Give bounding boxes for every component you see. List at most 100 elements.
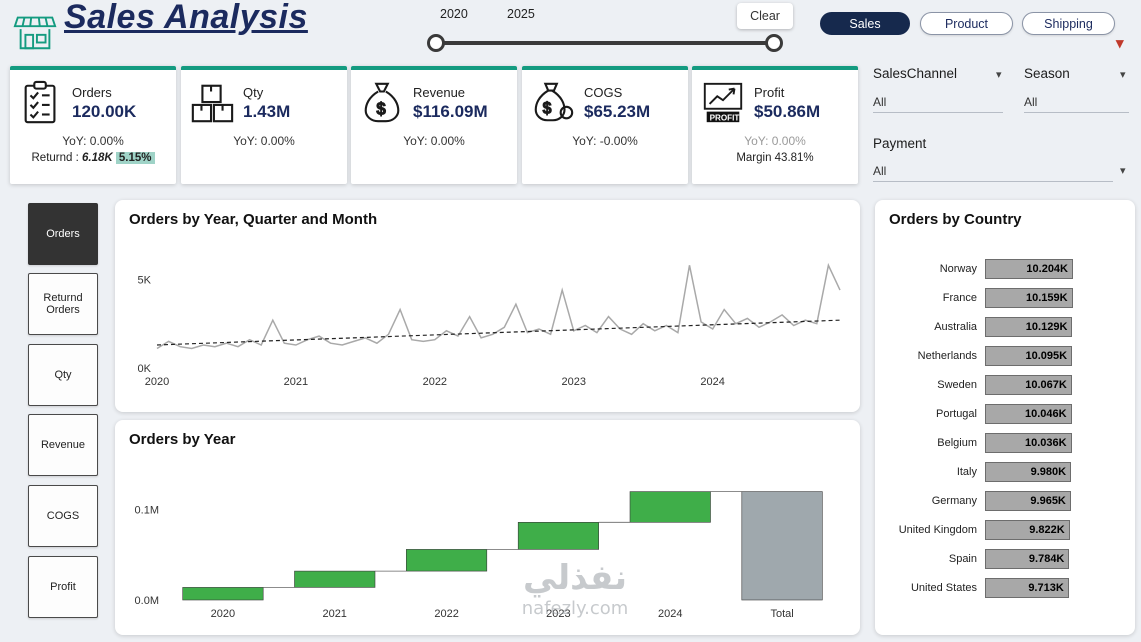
country-label: France: [942, 291, 977, 304]
kpi-yoy: YoY: -0.00%: [572, 134, 638, 148]
country-value: 9.713K: [1028, 581, 1064, 594]
tab-product[interactable]: Product: [920, 12, 1013, 35]
kpi-yoy: YoY: 0.00%: [62, 134, 124, 148]
country-row[interactable]: Norway 10.204K: [881, 254, 1129, 283]
slider-handle-right[interactable]: [765, 34, 783, 52]
country-bar[interactable]: 9.784K: [985, 548, 1070, 569]
kpi-label: Profit: [754, 84, 785, 100]
country-value: 9.965K: [1030, 494, 1066, 507]
x-axis-label: 2021: [322, 608, 346, 620]
sidebar-item-profit[interactable]: Profit: [28, 556, 98, 618]
svg-text:PROFIT: PROFIT: [710, 113, 740, 122]
country-label: Italy: [956, 465, 977, 478]
x-axis-label: 2022: [423, 376, 447, 388]
country-label: Norway: [939, 262, 977, 275]
slider-start-value[interactable]: 2020: [440, 7, 468, 21]
country-row[interactable]: Italy 9.980K: [881, 457, 1129, 486]
country-value: 9.822K: [1029, 523, 1065, 536]
kpi-value: $116.09M: [413, 101, 488, 121]
waterfall-bar-increase: [405, 549, 488, 572]
country-bar[interactable]: 9.713K: [985, 577, 1069, 598]
clipboard-check-icon: [18, 80, 64, 126]
country-label: Portugal: [936, 407, 977, 420]
kpi-card-qty: Qty 1.43M YoY: 0.00%: [181, 66, 347, 184]
country-row[interactable]: Germany 9.965K: [881, 486, 1129, 515]
country-row[interactable]: Sweden 10.067K: [881, 370, 1129, 399]
sidebar-item-qty[interactable]: Qty: [28, 344, 98, 406]
country-bar[interactable]: 10.095K: [985, 345, 1073, 366]
sidebar-item-revenue[interactable]: Revenue: [28, 414, 98, 476]
country-row[interactable]: United Kingdom 9.822K: [881, 515, 1129, 544]
sidebar-item-cogs[interactable]: COGS: [28, 485, 98, 547]
money-bag-icon: $: [359, 80, 405, 126]
kpi-value: 120.00K: [72, 101, 137, 121]
country-row[interactable]: Spain 9.784K: [881, 544, 1129, 573]
country-row[interactable]: Portugal 10.046K: [881, 399, 1129, 428]
expand-chevron-icon[interactable]: ▾: [1116, 35, 1124, 52]
x-axis-label: 2024: [658, 608, 682, 620]
chevron-down-icon[interactable]: ▾: [1120, 69, 1126, 81]
x-axis-label: 2023: [546, 608, 570, 620]
country-value: 9.980K: [1030, 465, 1067, 478]
country-row[interactable]: France 10.159K: [881, 283, 1129, 312]
country-bar[interactable]: 9.965K: [985, 490, 1071, 511]
country-bar[interactable]: 10.159K: [985, 287, 1073, 308]
chart-title: Orders by Year, Quarter and Month: [129, 211, 378, 228]
country-bar[interactable]: 9.980K: [985, 461, 1072, 482]
chevron-down-icon[interactable]: ▾: [996, 69, 1002, 81]
svg-text:$: $: [376, 99, 386, 119]
country-bar[interactable]: 9.822K: [985, 519, 1070, 540]
slider-end-value[interactable]: 2025: [507, 7, 535, 21]
filter-payment-value[interactable]: All: [873, 164, 1113, 182]
chevron-down-icon[interactable]: ▾: [1120, 165, 1126, 177]
country-bar[interactable]: 10.036K: [985, 432, 1072, 453]
filter-saleschannel-value[interactable]: All: [873, 95, 1003, 113]
country-bar[interactable]: 10.067K: [985, 374, 1072, 395]
clear-button[interactable]: Clear: [737, 3, 793, 29]
country-value: 10.046K: [1025, 407, 1067, 420]
country-label: United States: [910, 581, 977, 594]
waterfall-bar-total: [741, 491, 823, 601]
svg-text:$: $: [542, 100, 551, 118]
slider-track-active[interactable]: [437, 41, 775, 45]
country-row[interactable]: Belgium 10.036K: [881, 428, 1129, 457]
money-sack-icon: $: [530, 80, 576, 126]
tab-sales[interactable]: Sales: [820, 12, 910, 35]
sidebar-item-returnd-orders[interactable]: Returnd Orders: [28, 273, 98, 335]
filter-season-value[interactable]: All: [1024, 95, 1129, 113]
country-bar[interactable]: 10.046K: [985, 403, 1072, 424]
y-axis-label: 5K: [138, 274, 152, 286]
orders-waterfall-chart[interactable]: 0.0M 0.1M 2020 2021 2022 2023 2024 Total: [123, 452, 852, 630]
country-label: Sweden: [937, 378, 977, 391]
waterfall-bar-increase: [294, 570, 376, 588]
kpi-return-line: Returnd : 6.18K 5.15%: [10, 152, 176, 164]
kpi-label: Revenue: [413, 84, 466, 100]
waterfall-bar-increase: [629, 491, 711, 523]
tab-shipping[interactable]: Shipping: [1022, 12, 1115, 35]
country-value: 10.095K: [1025, 349, 1068, 362]
x-axis-label: 2024: [700, 376, 724, 388]
country-label: Spain: [948, 552, 977, 565]
kpi-label: COGS: [584, 84, 623, 100]
y-axis-label: 0.0M: [135, 595, 159, 607]
sidebar-item-orders[interactable]: Orders: [28, 203, 98, 265]
country-label: Germany: [931, 494, 977, 507]
waterfall-bar-increase: [517, 522, 600, 550]
kpi-card-cogs: $ COGS $65.23M YoY: -0.00%: [522, 66, 688, 184]
x-axis-label: 2020: [211, 608, 235, 620]
country-bar[interactable]: 10.129K: [985, 316, 1073, 337]
filter-saleschannel-label: SalesChannel: [873, 66, 958, 81]
panel-orders-by-month: Orders by Year, Quarter and Month 5K 0K 20…: [115, 200, 860, 412]
country-row[interactable]: United States 9.713K: [881, 573, 1129, 602]
return-percent-badge: 5.15%: [115, 152, 155, 164]
slider-handle-left[interactable]: [427, 34, 445, 52]
country-row[interactable]: Australia 10.129K: [881, 312, 1129, 341]
country-bar[interactable]: 10.204K: [985, 258, 1073, 279]
country-value: 10.036K: [1025, 436, 1067, 449]
kpi-card-profit: PROFIT Profit $50.86M YoY: 0.00% Margin …: [692, 66, 858, 184]
country-value: 10.204K: [1026, 262, 1068, 275]
kpi-value: $65.23M: [584, 101, 651, 121]
country-row[interactable]: Netherlands 10.095K: [881, 341, 1129, 370]
